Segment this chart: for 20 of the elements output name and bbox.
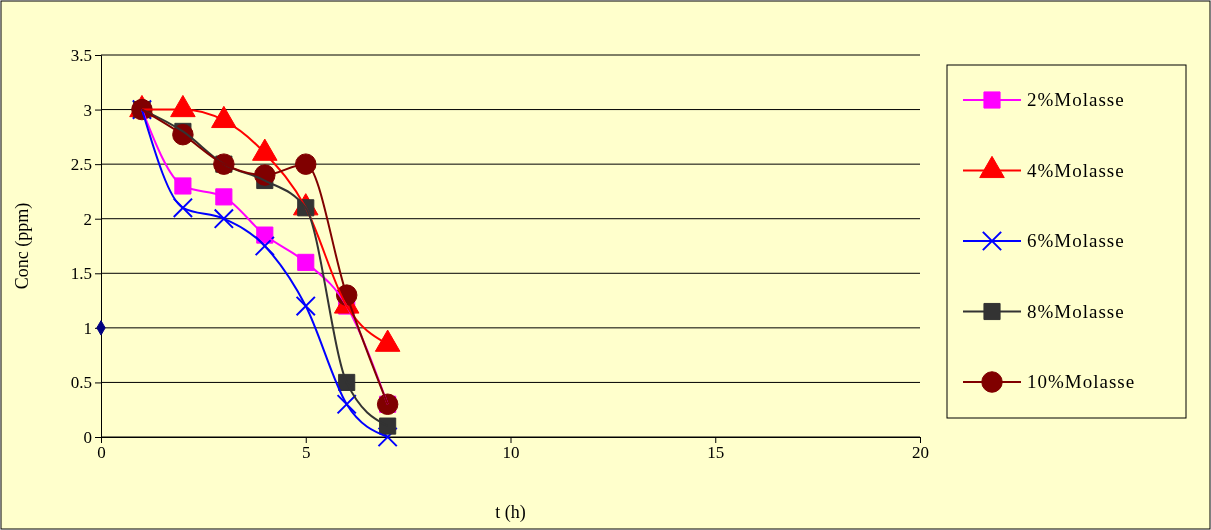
y-tick-label: 1.5 xyxy=(70,264,92,284)
x-axis-title: t (h) xyxy=(495,502,526,523)
legend-label: 6%Molasse xyxy=(1027,230,1125,251)
y-tick-label: 0.5 xyxy=(70,373,92,393)
legend-label: 8%Molasse xyxy=(1027,300,1125,322)
x-tick-label: 5 xyxy=(302,443,311,463)
y-tick-label: 0 xyxy=(83,427,92,447)
x-tick-label: 10 xyxy=(502,443,520,463)
legend-label: 2%Molasse xyxy=(1027,89,1125,110)
y-tick-label: 2 xyxy=(83,209,92,229)
x-tick-label: 15 xyxy=(707,443,725,463)
legend-label: 10%Molasse xyxy=(1027,371,1136,392)
y-tick-label: 3 xyxy=(83,100,92,120)
x-tick-label: 0 xyxy=(97,443,106,463)
y-axis-title: Conc (ppm) xyxy=(12,202,33,290)
y-tick-label: 3.5 xyxy=(70,45,92,65)
y-tick-label: 1 xyxy=(83,318,92,338)
y-tick-label: 2.5 xyxy=(70,155,92,175)
legend-label: 4%Molasse xyxy=(1027,159,1125,181)
x-tick-label: 20 xyxy=(912,443,929,463)
